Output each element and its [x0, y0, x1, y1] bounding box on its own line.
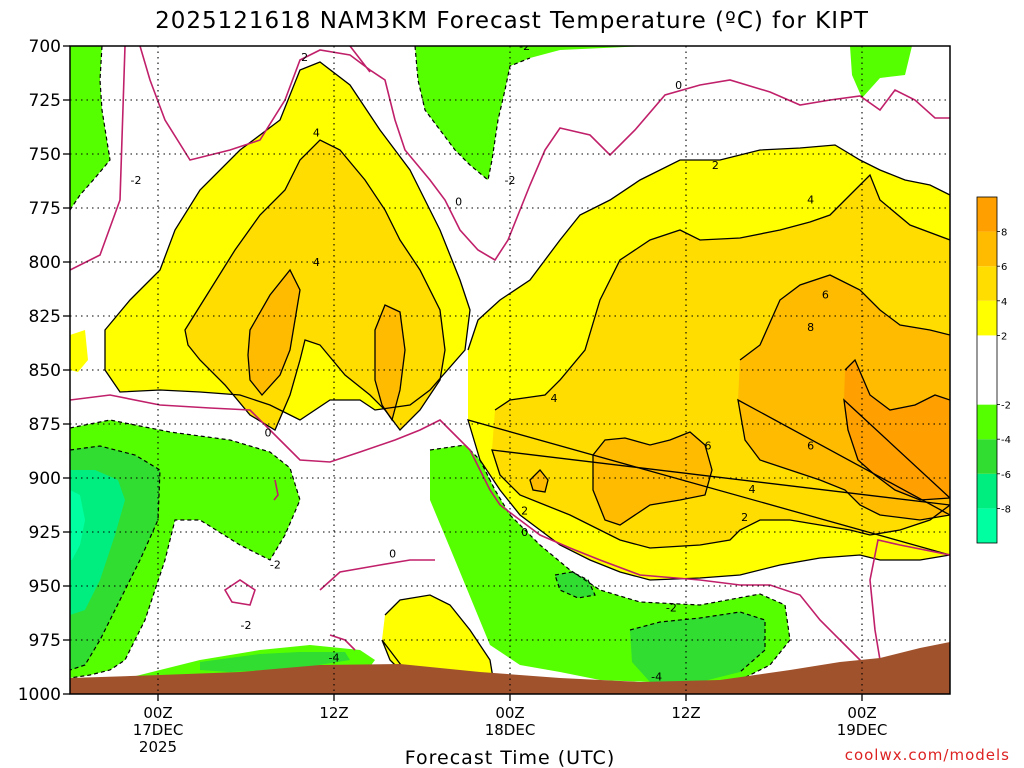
- grid-lines: [70, 46, 950, 694]
- contour-label: 4: [313, 256, 320, 269]
- x-axis-label: Forecast Time (UTC): [405, 747, 615, 768]
- contour-label: 2: [712, 159, 719, 172]
- colorbar-swatch: [977, 508, 997, 543]
- region-minus-2-to-minus-4-upper-right: [850, 46, 912, 98]
- colorbar-tick-label: -4: [1001, 435, 1011, 446]
- colorbar-swatch: [977, 439, 997, 474]
- y-tick-label: 850: [29, 361, 61, 381]
- contour-label: 4: [313, 126, 320, 139]
- y-axis: 700 725 750 775 800 825 850 875 900 925 950 975 1000: [18, 37, 70, 705]
- region-6-to-8-center: [593, 432, 712, 525]
- contour-line-4-right: [491, 173, 950, 549]
- y-tick-label: 800: [29, 253, 61, 273]
- colorbar-swatch: [977, 266, 997, 301]
- contour-label: -4: [329, 651, 340, 664]
- ground-surface: [70, 642, 950, 694]
- region-minus-2-to-minus-4-upper-middle: [415, 46, 700, 180]
- x-tick-label: 00Z: [847, 704, 876, 722]
- y-tick-label: 950: [29, 577, 61, 597]
- contour-label: -2: [131, 174, 142, 187]
- colorbar-tick-label: 6: [1001, 262, 1007, 273]
- colorbar-tick-label: 4: [1001, 297, 1007, 308]
- region-minus-8-to-minus-10: [70, 490, 85, 560]
- colorbar-tick-label: -8: [1001, 504, 1011, 515]
- colorbar-tick-label: 2: [1001, 331, 1007, 342]
- contour-labels: -2 -2 2 4 4 -2 0 0 2 4 6 8 6 4 6 4 2 2 0 0 -2 0 -2 -4 -2 -4: [131, 40, 829, 684]
- contour-label: -2: [505, 174, 516, 187]
- y-tick-label: 725: [29, 91, 61, 111]
- contour-label: 6: [822, 288, 829, 301]
- contour-label: 0: [265, 427, 272, 440]
- contour-line-6-left-a: [247, 268, 301, 397]
- colorbar-tick-label: -6: [1001, 470, 1011, 481]
- contour-label: 0: [675, 79, 682, 92]
- region-6-to-8-left-a: [248, 270, 300, 395]
- colorbar-swatch: [977, 197, 997, 232]
- contour-line-4-left: [184, 139, 446, 431]
- colorbar-swatch: [977, 404, 997, 440]
- colorbar-tick-label: -2: [1001, 401, 1011, 412]
- y-tick-label: 825: [29, 307, 61, 327]
- colorbar-frame: [976, 196, 998, 544]
- region-2-to-4-small-left: [70, 330, 88, 372]
- x-tick-label: 00Z: [495, 704, 524, 722]
- contour-line-minus-4-dashed: [70, 445, 766, 673]
- region-minus-4-to-minus-6-bottom: [630, 612, 765, 682]
- contour-label: -2: [666, 602, 677, 615]
- y-tick-label: 700: [29, 37, 61, 57]
- contour-line-6-center: [592, 431, 713, 526]
- contour-label: -2: [241, 619, 252, 632]
- region-minus-2-to-minus-4-upper-left: [70, 46, 110, 210]
- contour-line-6-small: [529, 469, 549, 493]
- temperature-fields: -2 -2 2 4 4 -2 0 0 2 4 6 8 6 4 6 4 2 2 0 0 -2 0 -2 -4 -2 -4: [70, 40, 950, 694]
- contour-label: 2: [301, 51, 308, 64]
- contour-label: 4: [551, 392, 558, 405]
- x-tick-label: 12Z: [319, 704, 348, 722]
- y-tick-label: 750: [29, 145, 61, 165]
- x-tick-label: 18DEC: [485, 721, 536, 739]
- y-tick-label: 975: [29, 631, 61, 651]
- contour-label: 4: [807, 193, 814, 206]
- region-6-to-8-left-b: [375, 305, 405, 420]
- contour-label: -4: [651, 671, 662, 684]
- contour-label: 0: [455, 196, 462, 209]
- y-tick-label: 875: [29, 415, 61, 435]
- y-tick-label: 1000: [18, 685, 61, 705]
- colorbar-swatch: [977, 335, 997, 405]
- x-tick-label: 12Z: [671, 704, 700, 722]
- contour-label: 2: [741, 511, 748, 524]
- colorbar-tick-label: 8: [1001, 228, 1007, 239]
- credit-text: coolwx.com/models: [845, 746, 1010, 764]
- contour-label: 8: [807, 321, 814, 334]
- y-tick-label: 925: [29, 523, 61, 543]
- y-tick-label: 775: [29, 199, 61, 219]
- contour-label: 0: [389, 548, 396, 561]
- contour-label: -2: [519, 40, 530, 53]
- region-minus-6-to-minus-8: [70, 470, 125, 615]
- colorbar-swatch: [977, 300, 997, 336]
- contour-label: 4: [749, 483, 756, 496]
- contour-line-6-left-b: [374, 304, 406, 422]
- chart-title: 2025121618 NAM3KM Forecast Temperature (…: [155, 8, 869, 34]
- x-tick-label: 19DEC: [837, 721, 888, 739]
- colorbar-swatch: [977, 473, 997, 509]
- contour-label: 6: [705, 440, 712, 453]
- contour-line-8-right: [843, 358, 950, 501]
- x-tick-label: 2025: [139, 738, 177, 756]
- colorbar: -8 -6 -4 -2 2 4 6 8: [976, 196, 1011, 544]
- contour-label: 6: [807, 440, 814, 453]
- colorbar-swatch: [977, 231, 997, 267]
- x-tick-label: 17DEC: [133, 721, 184, 739]
- contour-label: 0: [521, 526, 528, 539]
- contour-label: -2: [270, 558, 281, 571]
- y-tick-label: 900: [29, 469, 61, 489]
- region-minus-4-to-minus-6-bottom-left: [200, 652, 350, 672]
- contour-line-2-right: [467, 144, 950, 581]
- contour-label: 2: [521, 504, 528, 517]
- region-8-to-10: [844, 360, 950, 500]
- contour-line-6-right: [737, 274, 950, 521]
- x-tick-label: 00Z: [143, 704, 172, 722]
